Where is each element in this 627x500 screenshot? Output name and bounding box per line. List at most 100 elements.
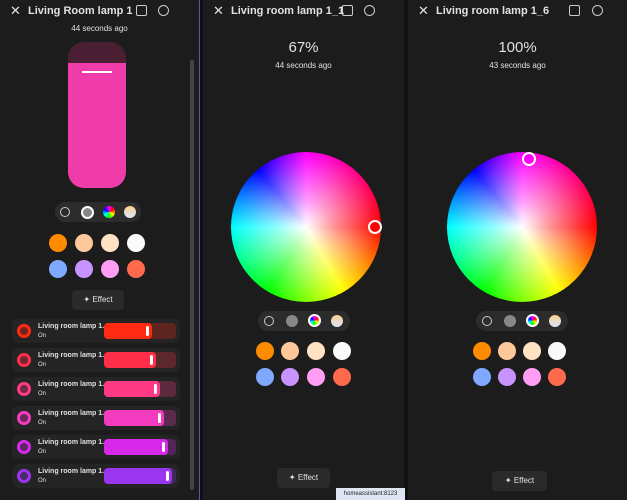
light-row[interactable]: Living room lamp 1... On — [12, 319, 180, 343]
status: 44 seconds ago — [275, 61, 332, 70]
slider-fill — [104, 468, 172, 484]
effect-label: Effect — [513, 476, 535, 485]
swatch[interactable] — [75, 234, 93, 252]
light-name: Living room lamp 1... — [38, 323, 109, 330]
light-slider[interactable] — [104, 352, 176, 368]
effect-label: Effect — [297, 473, 319, 482]
swatch[interactable] — [127, 234, 145, 252]
light-slider[interactable] — [104, 323, 176, 339]
light-state: On — [38, 333, 47, 339]
effect-button[interactable]: ✦ Effect — [492, 471, 547, 491]
mode-tabs[interactable] — [55, 202, 141, 222]
swatch[interactable] — [256, 368, 274, 386]
swatch[interactable] — [548, 368, 566, 386]
slider-handle — [166, 471, 169, 481]
close[interactable]: ✕ — [213, 3, 224, 18]
slider-handle — [154, 384, 157, 394]
light-state: On — [38, 391, 47, 397]
light-icon — [17, 353, 31, 367]
settings-icon[interactable] — [592, 5, 603, 16]
effect-label: Effect — [92, 295, 113, 304]
swatch[interactable] — [523, 342, 541, 360]
panel: ✕ Living room lamp 1_6 100% 43 seconds ag… — [408, 0, 627, 500]
brightness-slider[interactable] — [68, 42, 126, 188]
slider-fill — [104, 381, 160, 397]
swatch[interactable] — [473, 368, 491, 386]
slider-handle — [150, 355, 153, 365]
light-name: Living room lamp 1... — [38, 468, 109, 475]
swatch[interactable] — [498, 342, 516, 360]
slider-fill — [104, 410, 164, 426]
light-row[interactable]: Living room lamp 1... On — [12, 464, 180, 488]
color-picker-knob[interactable] — [368, 220, 382, 234]
mode-tabs[interactable] — [476, 311, 568, 331]
title: Living Room lamp 1 — [28, 5, 133, 17]
swatch[interactable] — [256, 342, 274, 360]
slider-fill — [104, 439, 168, 455]
history-icon[interactable] — [342, 5, 353, 16]
history-icon[interactable] — [136, 5, 147, 16]
light-row[interactable]: Living room lamp 1... On — [12, 348, 180, 372]
swatch[interactable] — [49, 260, 67, 278]
swatch[interactable] — [548, 342, 566, 360]
close[interactable]: ✕ — [418, 3, 429, 18]
title: Living room lamp 1_6 — [436, 5, 550, 17]
light-icon — [17, 411, 31, 425]
swatch[interactable] — [498, 368, 516, 386]
light-icon — [17, 382, 31, 396]
url-tooltip: homeassistant:8123 — [336, 488, 405, 500]
swatch[interactable] — [473, 342, 491, 360]
light-name: Living room lamp 1... — [38, 381, 109, 388]
slider-fill — [104, 352, 156, 368]
swatch[interactable] — [101, 260, 119, 278]
swatch[interactable] — [127, 260, 145, 278]
slider-handle — [158, 413, 161, 423]
light-slider[interactable] — [104, 468, 176, 484]
swatch[interactable] — [333, 342, 351, 360]
light-slider[interactable] — [104, 439, 176, 455]
swatch[interactable] — [307, 368, 325, 386]
color-picker-knob[interactable] — [522, 152, 536, 166]
light-state: On — [38, 478, 47, 484]
color-wheel[interactable] — [231, 152, 381, 302]
light-icon — [17, 469, 31, 483]
swatch[interactable] — [75, 260, 93, 278]
status: 43 seconds ago — [489, 61, 546, 70]
settings-icon[interactable] — [364, 5, 375, 16]
brightness: 100% — [498, 39, 537, 56]
brightness: 67% — [288, 39, 319, 56]
light-name: Living room lamp 1... — [38, 410, 109, 417]
light-name: Living room lamp 1... — [38, 352, 109, 359]
swatch[interactable] — [281, 368, 299, 386]
swatch[interactable] — [333, 368, 351, 386]
history-icon[interactable] — [569, 5, 580, 16]
close[interactable]: ✕ — [10, 3, 21, 18]
slider-handle — [162, 442, 165, 452]
swatch[interactable] — [49, 234, 67, 252]
slider-fill — [104, 323, 152, 339]
effect-button[interactable]: ✦ Effect — [277, 468, 330, 488]
light-row[interactable]: Living room lamp 1... On — [12, 406, 180, 430]
panel: ✕ Living Room lamp 1 44 seconds ago ✦ Eff… — [0, 0, 200, 500]
swatch[interactable] — [101, 234, 119, 252]
header: ✕ Living Room lamp 1 — [0, 0, 199, 22]
header: ✕ Living room lamp 1_6 — [408, 0, 627, 22]
light-icon — [17, 440, 31, 454]
light-slider[interactable] — [104, 410, 176, 426]
effect-button[interactable]: ✦ Effect — [72, 290, 124, 310]
color-wheel[interactable] — [447, 152, 597, 302]
status: 44 seconds ago — [71, 24, 128, 33]
light-row[interactable]: Living room lamp 1... On — [12, 435, 180, 459]
slider-handle — [146, 326, 149, 336]
title: Living room lamp 1_1 — [231, 5, 345, 17]
light-state: On — [38, 420, 47, 426]
swatch[interactable] — [307, 342, 325, 360]
light-state: On — [38, 362, 47, 368]
light-slider[interactable] — [104, 381, 176, 397]
mode-tabs[interactable] — [258, 311, 350, 331]
swatch[interactable] — [523, 368, 541, 386]
swatch[interactable] — [281, 342, 299, 360]
settings-icon[interactable] — [158, 5, 169, 16]
light-row[interactable]: Living room lamp 1... On — [12, 377, 180, 401]
